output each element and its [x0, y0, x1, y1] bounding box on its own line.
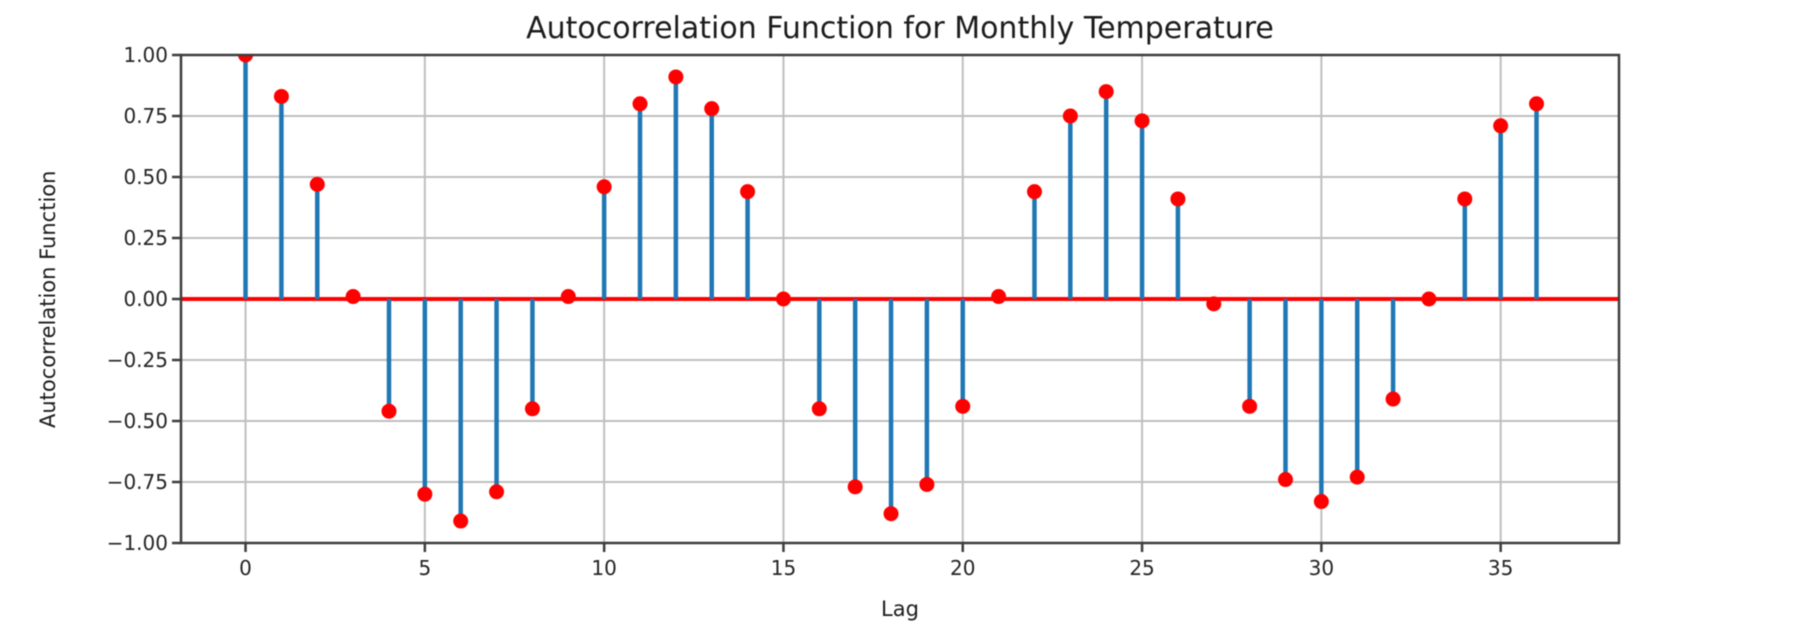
data-point-marker — [919, 476, 935, 492]
y-tick-label: −0.25 — [106, 348, 168, 372]
data-point-marker — [632, 96, 648, 112]
data-point-marker — [1134, 113, 1150, 129]
data-point-marker — [740, 184, 756, 200]
data-point-marker — [1206, 296, 1222, 312]
data-point-marker — [273, 88, 289, 104]
data-point-marker — [345, 289, 361, 305]
data-point-marker — [991, 289, 1007, 305]
x-tick-label: 25 — [1129, 556, 1155, 580]
y-tick-label: −1.00 — [106, 531, 168, 555]
data-point-marker — [1242, 398, 1258, 414]
x-tick-label: 15 — [770, 556, 797, 580]
data-point-marker — [1098, 84, 1114, 100]
data-point-marker — [596, 179, 612, 195]
data-point-marker — [453, 513, 469, 529]
data-point-marker — [775, 291, 791, 307]
data-point-marker — [1493, 118, 1509, 134]
data-point-marker — [524, 401, 540, 417]
axes-spines — [179, 53, 1621, 545]
x-tick-label: 20 — [950, 556, 976, 580]
data-point-marker — [811, 401, 827, 417]
data-point-marker — [309, 176, 325, 192]
data-point-marker — [955, 398, 971, 414]
data-point-marker — [1457, 191, 1473, 207]
y-tick-label: −0.75 — [106, 470, 168, 494]
data-point-marker — [847, 479, 863, 495]
data-point-marker — [668, 69, 684, 85]
data-point-marker — [1313, 494, 1329, 510]
data-point-marker — [560, 289, 576, 305]
data-point-marker — [489, 484, 505, 500]
y-tick-label: 0.50 — [123, 165, 168, 189]
data-point-marker — [1529, 96, 1545, 112]
data-point-marker — [417, 486, 433, 502]
data-point-marker — [883, 506, 899, 522]
data-point-marker — [1421, 291, 1437, 307]
y-tick-label: 0.00 — [123, 287, 168, 311]
x-tick-label: 0 — [239, 556, 252, 580]
data-point-marker — [1026, 184, 1042, 200]
data-group — [181, 55, 1619, 529]
data-point-marker — [1062, 108, 1078, 124]
y-tick-label: 0.25 — [123, 226, 168, 250]
data-point-marker — [1349, 469, 1365, 485]
x-tick-label: 30 — [1308, 556, 1335, 580]
data-point-marker — [1385, 391, 1401, 407]
x-tick-label: 5 — [418, 556, 432, 580]
data-point-marker — [1277, 472, 1293, 488]
y-tick-label: −0.50 — [106, 409, 168, 433]
x-axis-label: Lag — [881, 597, 919, 621]
data-point-marker — [238, 55, 254, 63]
x-tick-label: 10 — [591, 556, 617, 580]
y-tick-label: 0.75 — [123, 104, 168, 128]
chart-title: Autocorrelation Function for Monthly Tem… — [526, 11, 1274, 46]
data-point-marker — [381, 403, 397, 419]
y-tick-label: 1.00 — [123, 43, 168, 67]
x-tick-label: 35 — [1487, 556, 1514, 580]
data-point-marker — [1170, 191, 1186, 207]
data-point-marker — [704, 101, 720, 117]
